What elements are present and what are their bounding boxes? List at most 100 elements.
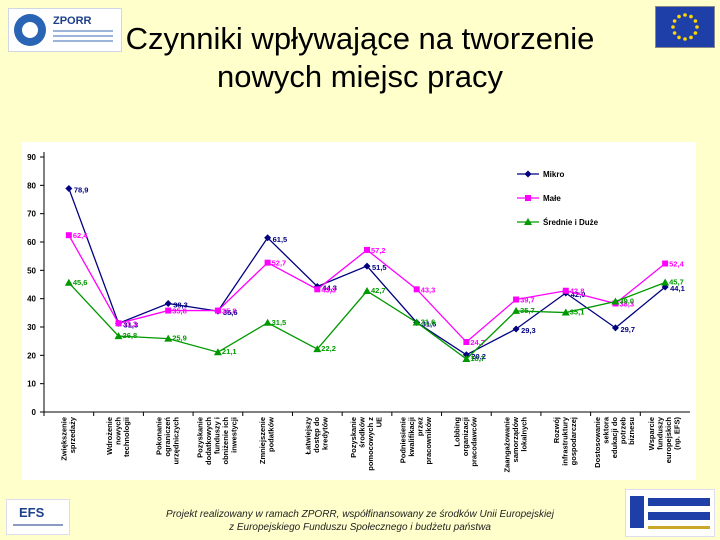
x-category-label-line: potrzeb <box>619 417 628 445</box>
x-category-label: Pozyskanie środków pomocowych z UE <box>349 417 384 471</box>
data-label: 43,3 <box>421 285 436 294</box>
zporr-emblem-inner <box>22 22 38 38</box>
y-tick-label: 70 <box>27 210 36 219</box>
footer-text: Projekt realizowany w ramach ZPORR, wspó… <box>150 508 570 534</box>
zporr-logo-text: ZPORR <box>53 15 92 27</box>
x-category-label-line: Pozyskanie <box>349 417 358 458</box>
legend-label: Średnie i Duże <box>543 218 599 227</box>
x-category-label-line: dodatkowych <box>204 417 213 465</box>
data-label: 62,4 <box>73 231 88 240</box>
data-point-triangle <box>512 306 521 314</box>
data-label: 51,5 <box>372 263 387 272</box>
data-label: 29,7 <box>620 325 635 334</box>
y-tick-label: 30 <box>27 323 36 332</box>
data-point-triangle <box>561 308 570 316</box>
footer-line-2: z Europejskiego Funduszu Społecznego i b… <box>229 522 491 533</box>
data-point-square <box>463 339 470 346</box>
data-label: 57,2 <box>371 246 386 255</box>
x-category-label: Zmniejszenie podatków <box>258 417 276 464</box>
y-tick-label: 10 <box>27 380 36 389</box>
data-label: 45,7 <box>669 278 684 287</box>
legend-marker-diamond <box>524 170 532 178</box>
footer-line-1: Projekt realizowany w ramach ZPORR, wspó… <box>166 509 554 520</box>
data-point-triangle <box>313 345 322 353</box>
data-label: 42,8 <box>570 287 585 296</box>
page-title-line-2: nowych miejsc pracy <box>217 59 503 94</box>
x-category-label-line: przez <box>416 417 425 436</box>
data-point-triangle <box>611 297 620 305</box>
data-label: 21,1 <box>222 347 237 356</box>
x-category-label: Wsparcie funduszy europejskich (np. EFS) <box>647 416 682 463</box>
data-point-square <box>562 287 569 294</box>
data-label: 35,8 <box>172 307 187 316</box>
x-category-label-line: Dostosowanie <box>593 417 602 468</box>
x-category-label-line: funduszy i <box>213 417 222 454</box>
x-category-label-line: Podniesienie <box>399 417 408 463</box>
x-category-label-line: podatków <box>267 417 276 452</box>
x-category-label-line: gospodarczej <box>569 417 578 465</box>
eu-flag-icon <box>655 6 715 48</box>
data-label: 31,3 <box>124 320 139 329</box>
x-category-label-line: nowych <box>113 417 122 445</box>
x-category-label-line: lokalnych <box>519 417 528 452</box>
esf-logo-wordmark-line-1 <box>648 498 710 506</box>
efs-logo-caption <box>13 524 63 526</box>
data-label: 31,6 <box>421 317 436 326</box>
x-category-label-line: Pokonanie <box>154 417 163 455</box>
european-social-fund-logo <box>625 489 715 537</box>
x-category-label-line: Wdrożenie <box>105 417 114 455</box>
x-category-label-line: UE <box>375 417 384 427</box>
data-label: 31,6 <box>422 319 437 328</box>
esf-emblem-icon <box>630 496 644 528</box>
data-point-triangle <box>263 318 272 326</box>
data-point-diamond <box>264 234 272 242</box>
data-label: 22,2 <box>321 344 336 353</box>
x-category-label: Lobbing organizacji pracodawców <box>453 417 479 467</box>
efs-logo-text: EFS <box>19 505 45 520</box>
legend-label: Mikro <box>543 170 564 179</box>
esf-logo-wordmark-line-2 <box>648 512 710 520</box>
chart-frame: 0 10 20 30 40 50 60 70 80 90 Zwiększenie sprzedaży W… <box>22 142 696 480</box>
legend-marker-square <box>525 195 531 201</box>
data-label: 61,5 <box>273 235 288 244</box>
x-category-label-line: urzędniczych <box>171 417 180 465</box>
x-category-label-line: Rozwój <box>552 417 561 443</box>
zporr-logo: ZPORR <box>8 8 122 52</box>
data-point-square <box>115 320 122 327</box>
y-tick-label: 20 <box>27 351 36 360</box>
x-category-label-line: pomocowych z <box>366 417 375 471</box>
y-tick-label: 60 <box>27 238 36 247</box>
x-category-label: Rozwój infrastruktury gospodarczej <box>552 416 578 466</box>
data-label: 35,6 <box>223 308 238 317</box>
data-label: 43,3 <box>321 285 336 294</box>
x-category-label-line: biznesu <box>627 417 636 445</box>
x-category-label-line: sprzedaży <box>68 416 77 453</box>
data-point-square <box>662 260 669 267</box>
data-point-square <box>165 307 172 314</box>
data-point-square <box>65 232 72 239</box>
x-category-label-line: europejskich <box>664 417 673 464</box>
data-label: 35,1 <box>570 308 585 317</box>
data-point-triangle <box>412 318 421 326</box>
data-point-square <box>413 286 420 293</box>
x-category-label-line: środków <box>358 417 367 448</box>
data-label: 38,3 <box>619 299 634 308</box>
x-category-label-line: Zmniejszenie <box>258 417 267 464</box>
x-category-label-line: Zaangażowanie <box>502 417 511 472</box>
x-category-label-line: pracodawców <box>470 417 479 467</box>
data-point-square <box>513 296 520 303</box>
zporr-logo-subtext-lines <box>53 30 113 32</box>
esf-logo-underline <box>648 526 710 529</box>
x-category-label: Wdrożenie nowych technologii <box>105 417 131 457</box>
data-point-diamond <box>363 262 371 270</box>
y-tick-label: 80 <box>27 181 36 190</box>
data-label: 44,1 <box>670 284 685 293</box>
x-category-label-line: Zwiększenie <box>59 417 68 461</box>
data-label: 24,7 <box>470 338 485 347</box>
legend-label: Małe <box>543 194 561 203</box>
y-tick-label: 50 <box>27 266 36 275</box>
x-category-label-line: Łatwiejszy <box>304 416 313 454</box>
x-category-label: Pozyskanie dodatkowych funduszy i obniżenie… <box>196 417 239 465</box>
x-category-label: Podniesienie kwalifikacji przez pracowników <box>399 417 434 465</box>
data-point-square <box>264 259 271 266</box>
